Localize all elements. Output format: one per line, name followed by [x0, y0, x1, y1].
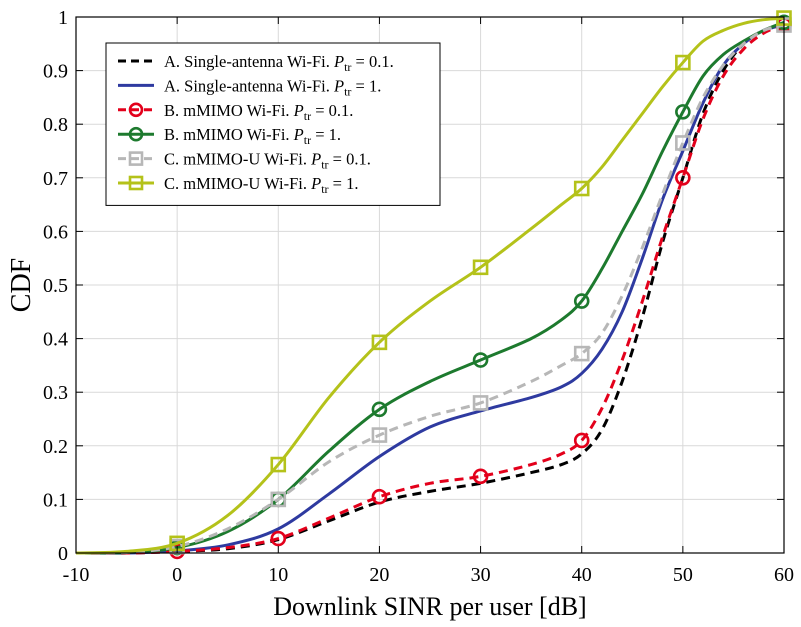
data-point-marker — [270, 530, 287, 547]
legend-item: C. mMIMO-U Wi-Fi. Ptr = 0.1. — [118, 150, 371, 172]
x-tick-label: 20 — [369, 564, 389, 586]
data-point-marker — [128, 126, 144, 142]
x-tick-label: 60 — [774, 564, 794, 586]
axis-ticks: -10 0 10 20 30 40 50 6000.10.20.30.40.50.60.70.… — [43, 7, 794, 586]
data-point-marker — [270, 456, 287, 473]
y-tick-label: 0.6 — [43, 221, 68, 243]
series-line — [75, 23, 785, 555]
series-6 — [75, 10, 792, 555]
data-point-marker — [675, 104, 691, 120]
y-tick-label: 0.3 — [43, 382, 68, 404]
x-tick-label: 10 — [268, 564, 288, 586]
legend-label: A. Single-antenna Wi-Fi. Ptr = 0.1. — [164, 52, 394, 74]
x-tick-label: 30 — [471, 564, 491, 586]
legend-label: A. Single-antenna Wi-Fi. Ptr = 1. — [164, 76, 381, 98]
legend-item: B. mMIMO Wi-Fi. Ptr = 0.1. — [118, 101, 353, 123]
data-point-marker — [675, 54, 691, 71]
legend-label: C. mMIMO-U Wi-Fi. Ptr = 1. — [164, 174, 358, 196]
data-point-marker — [371, 401, 388, 418]
x-tick-label: 0 — [172, 564, 182, 586]
data-point-marker — [472, 468, 489, 485]
legend-item: A. Single-antenna Wi-Fi. Ptr = 1. — [118, 76, 381, 98]
legend-item: B. mMIMO Wi-Fi. Ptr = 1. — [118, 125, 341, 147]
data-point-marker — [371, 427, 388, 443]
data-point-marker — [371, 334, 388, 351]
x-tick-label: -10 — [63, 564, 90, 586]
data-point-marker — [472, 259, 489, 276]
data-point-marker — [128, 175, 144, 191]
data-point-marker — [573, 180, 590, 197]
y-tick-label: 0.4 — [43, 329, 68, 351]
data-point-marker — [573, 293, 590, 309]
series-layer — [75, 10, 792, 560]
y-tick-label: 0.5 — [43, 275, 68, 297]
y-tick-label: 0.7 — [43, 168, 68, 190]
data-point-marker — [270, 491, 287, 508]
y-tick-label: 0.1 — [43, 489, 68, 511]
x-axis-label: Downlink SINR per user [dB] — [273, 592, 586, 621]
data-point-marker — [573, 432, 590, 449]
series-5 — [75, 17, 792, 555]
y-tick-label: 1 — [58, 7, 68, 29]
series-line — [75, 16, 785, 555]
legend-label: B. mMIMO Wi-Fi. Ptr = 1. — [164, 125, 341, 147]
y-tick-label: 0.2 — [43, 436, 68, 458]
legend-label: B. mMIMO Wi-Fi. Ptr = 0.1. — [164, 101, 353, 123]
data-point-marker — [371, 488, 388, 505]
legend: A. Single-antenna Wi-Fi. Ptr = 0.1.A. Si… — [105, 42, 441, 206]
legend-item: A. Single-antenna Wi-Fi. Ptr = 0.1. — [118, 52, 394, 74]
data-point-marker — [128, 102, 144, 118]
legend-label: C. mMIMO-U Wi-Fi. Ptr = 0.1. — [164, 150, 371, 172]
data-point-marker — [675, 135, 691, 151]
y-tick-label: 0.9 — [43, 61, 68, 83]
data-point-marker — [472, 395, 489, 411]
data-point-marker — [573, 345, 590, 362]
data-point-marker — [472, 352, 489, 368]
series-line — [75, 20, 785, 555]
series-line — [75, 23, 785, 555]
data-point-marker — [128, 151, 144, 166]
legend-box — [105, 42, 441, 206]
y-tick-label: 0.8 — [43, 114, 68, 136]
y-tick-label: 0 — [58, 543, 68, 565]
x-tick-label: 50 — [673, 564, 693, 586]
x-tick-label: 40 — [572, 564, 592, 586]
data-point-marker — [675, 170, 691, 186]
y-axis-label: CDF — [6, 258, 37, 312]
legend-item: C. mMIMO-U Wi-Fi. Ptr = 1. — [118, 174, 358, 196]
